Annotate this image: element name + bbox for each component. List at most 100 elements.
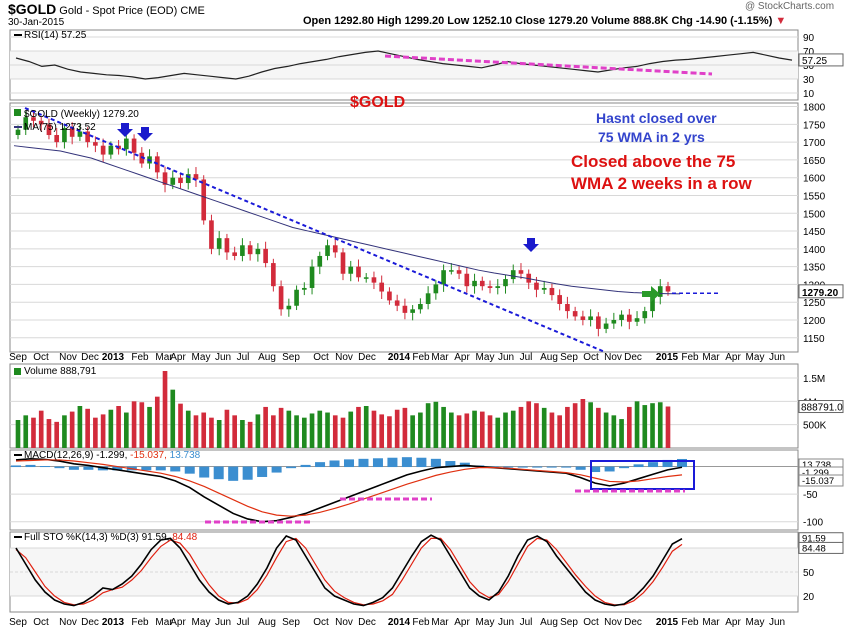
price-candle-body <box>46 124 52 136</box>
price-candle-body <box>611 319 617 324</box>
volume-bar <box>247 421 253 448</box>
price-candle-body <box>456 270 462 274</box>
price-candle-body <box>387 291 392 301</box>
bottom-x-axis-label-26: Nov <box>604 617 622 628</box>
volume-legend: Volume 888,791 <box>24 366 97 377</box>
bottom-x-axis-label-22: Jul <box>520 617 533 628</box>
bottom-x-axis-label-28: 2015 <box>656 617 679 628</box>
macd-histogram-bar <box>112 466 123 471</box>
bottom-x-axis-label-30: Mar <box>702 617 720 628</box>
sto-legend: Full STO %K(14,3) %D(3) 91.59, 84.48 <box>24 532 198 543</box>
macd-histogram-bar <box>401 457 412 468</box>
bottom-x-axis-label-17: Feb <box>412 617 430 628</box>
volume-bar <box>433 401 439 448</box>
price-candle-body <box>402 305 408 313</box>
price-tick-label-6: 1500 <box>803 209 826 220</box>
macd-histogram-bar <box>10 465 22 468</box>
price-candle-body <box>325 245 330 256</box>
volume-bar <box>348 411 354 448</box>
x-axis-label-31: Apr <box>725 352 741 363</box>
x-axis-label-23: Aug <box>540 352 558 363</box>
price-candle-body <box>495 286 501 288</box>
macd-histogram-bar <box>430 458 441 468</box>
x-axis-label-18: Mar <box>431 352 449 363</box>
price-tick-label-4: 1600 <box>803 174 826 185</box>
volume-bar <box>263 406 268 448</box>
volume-bar <box>108 409 114 448</box>
volume-bar <box>487 415 493 448</box>
macd-tick-label-1: -100 <box>803 518 823 529</box>
price-candle-body <box>464 273 470 287</box>
bottom-x-axis-label-32: May <box>746 617 765 628</box>
price-ma75-line <box>13 145 681 295</box>
x-axis-label-6: Mar <box>155 352 173 363</box>
volume-bar <box>325 412 330 448</box>
price-candle-body <box>255 248 261 255</box>
volume-bar <box>503 412 508 448</box>
volume-bar <box>286 410 292 448</box>
sto-k-line <box>15 534 683 607</box>
price-candle-body <box>193 174 199 180</box>
macd-histogram-bar <box>445 461 456 468</box>
rsi-tick-label-2: 50 <box>803 61 815 72</box>
x-axis-label-13: Oct <box>313 352 329 363</box>
macd-histogram-bar <box>575 466 586 470</box>
watermark: @ StockCharts.com <box>745 1 835 12</box>
macd-highlight-box <box>590 460 695 490</box>
volume-bar <box>410 415 415 448</box>
price-candle-body <box>38 120 44 125</box>
price-tick-label-11: 1250 <box>803 298 826 309</box>
x-axis-label-24: Sep <box>560 352 578 363</box>
volume-bar <box>31 417 36 448</box>
price-candle-body <box>626 314 632 322</box>
x-axis-label-14: Nov <box>335 352 353 363</box>
macd-histogram-bar <box>329 460 340 468</box>
price-candle-body <box>356 266 361 278</box>
sto-d-value-label: 84.48 <box>802 543 826 554</box>
volume-bar <box>294 415 299 448</box>
volume-bar <box>534 403 539 448</box>
volume-bar <box>464 413 470 448</box>
bottom-x-axis-label-10: Jul <box>237 617 250 628</box>
header-exchange: CME <box>180 5 205 17</box>
x-axis-label-0: Sep <box>9 352 27 363</box>
volume-bar <box>185 410 191 448</box>
price-candle-body <box>657 286 663 297</box>
price-candle-body <box>271 263 276 287</box>
volume-bar <box>154 396 160 448</box>
x-axis-label-33: Jun <box>769 352 785 363</box>
volume-bar <box>572 403 578 448</box>
price-candle-body <box>178 177 183 184</box>
volume-bar <box>425 403 431 448</box>
header-symbol: $GOLD <box>8 1 57 17</box>
sto-tick-label-1: 50 <box>803 568 815 579</box>
annotation-note1-line1: Hasnt closed over <box>596 110 717 126</box>
bottom-x-axis-label-27: Dec <box>624 617 642 628</box>
volume-bar <box>93 417 98 448</box>
x-axis-label-3: Dec <box>81 352 99 363</box>
header-date: 30-Jan-2015 <box>8 17 65 28</box>
macd-histogram-bar <box>387 457 398 468</box>
price-candle-body <box>425 293 431 304</box>
volume-bar <box>147 406 152 448</box>
volume-bar <box>363 406 369 448</box>
price-tick-label-1: 1750 <box>803 120 826 131</box>
bottom-x-axis-label-5: Feb <box>131 617 149 628</box>
macd-histogram-bar <box>604 466 615 472</box>
macd-histogram-bar <box>488 466 499 468</box>
macd-value-label-1: -1.299 <box>802 468 829 479</box>
macd-histogram-bar <box>546 466 557 468</box>
volume-bar <box>565 406 570 448</box>
price-candle-body <box>379 282 385 292</box>
macd-histogram-bar <box>358 458 369 468</box>
price-candle-body <box>534 282 539 290</box>
volume-bar <box>178 403 183 448</box>
price-tick-label-0: 1800 <box>803 103 826 114</box>
macd-histogram-bar <box>83 466 94 470</box>
volume-bar <box>232 415 237 448</box>
volume-bar <box>46 419 52 448</box>
volume-bar <box>201 412 207 448</box>
rsi-trendline <box>384 54 713 76</box>
price-tick-label-13: 1150 <box>803 334 825 345</box>
x-axis-label-8: May <box>192 352 211 363</box>
